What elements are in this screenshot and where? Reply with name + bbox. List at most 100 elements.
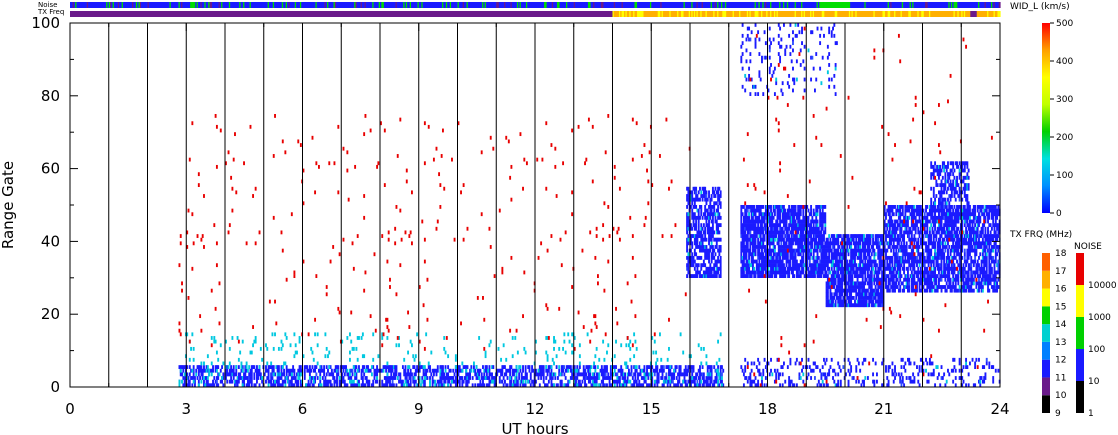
echo-cell: [710, 255, 713, 260]
echo-cell: [594, 365, 597, 369]
echo-cell: [682, 372, 685, 377]
echo-cell: [759, 234, 762, 238]
echo-cell: [777, 266, 780, 271]
noise-cell: [876, 2, 878, 8]
echo-cell: [807, 255, 810, 260]
echo-cell: [772, 266, 775, 271]
echo-cell: [423, 383, 426, 388]
echo-cell: [305, 383, 307, 388]
echo-cell: [361, 354, 364, 359]
noise-cell: [361, 2, 364, 8]
echo-cell: [784, 208, 787, 213]
echo-cell: [798, 205, 801, 209]
echo-cell: [271, 376, 274, 380]
echo-cell: [788, 245, 791, 249]
echo-cell: [779, 205, 782, 209]
echo-cell: [696, 194, 699, 198]
echo-cell: [237, 357, 240, 362]
echo-cell: [699, 186, 701, 191]
echo-cell: [717, 223, 720, 228]
echo-cell: [630, 365, 633, 369]
tx-freq-cell: [275, 11, 278, 17]
echo-cell: [391, 379, 394, 384]
echo-cell: [328, 350, 331, 355]
echo-cell: [783, 223, 785, 228]
echo-cell: [594, 321, 597, 326]
echo-cell: [772, 241, 775, 246]
echo-cell: [394, 241, 397, 246]
echo-cell: [802, 245, 805, 249]
echo-cell: [613, 379, 616, 384]
tx-freq-cell: [699, 11, 701, 17]
tx-freq-cell: [498, 11, 501, 17]
echo-cell: [342, 379, 345, 384]
echo-cell: [797, 241, 800, 246]
echo-cell: [762, 226, 765, 231]
echo-cell: [461, 368, 464, 373]
tx-freq-cell: [165, 11, 168, 17]
echo-cell: [500, 357, 503, 362]
echo-cell: [697, 368, 700, 373]
echo-cell: [780, 226, 783, 231]
tx-freq-cell: [404, 11, 407, 17]
echo-cell: [786, 245, 789, 249]
echo-cell: [489, 135, 492, 140]
echo-cell: [535, 339, 537, 344]
echo-cell: [715, 259, 718, 264]
echo-cell: [771, 259, 774, 264]
noise-cell: [811, 2, 814, 8]
echo-cell: [482, 383, 484, 388]
tx-freq-cell: [364, 11, 367, 17]
echo-cell: [358, 368, 360, 373]
noise-cell: [954, 2, 957, 8]
tx-freq-cell: [900, 11, 903, 17]
echo-cell: [405, 168, 408, 173]
echo-cell: [573, 372, 576, 377]
tx-freq-cell: [214, 11, 217, 17]
echo-cell: [346, 168, 349, 173]
noise-cell: [262, 2, 265, 8]
echo-cell: [780, 208, 783, 213]
echo-cell: [713, 237, 716, 242]
tx-freq-cell: [540, 11, 543, 17]
echo-cell: [693, 190, 696, 195]
echo-cell: [413, 376, 416, 380]
tx-freq-cell: [688, 11, 691, 17]
echo-cell: [231, 372, 234, 377]
echo-cell: [659, 332, 661, 337]
echo-cell: [810, 248, 813, 253]
noise-cell: [640, 2, 643, 8]
echo-cell: [230, 379, 233, 384]
echo-cell: [475, 376, 478, 380]
tx-freq-cell: [219, 11, 222, 17]
noise-cell: [661, 2, 664, 8]
tx-freq-cell: [444, 11, 447, 17]
echo-cell: [412, 376, 415, 380]
echo-cell: [719, 248, 722, 253]
tx-freq-cell: [79, 11, 81, 17]
echo-cell: [285, 277, 288, 282]
echo-cell: [784, 248, 787, 253]
noise-cell: [465, 2, 468, 8]
echo-cell: [815, 234, 818, 238]
echo-cell: [426, 376, 429, 380]
echo-cell: [551, 372, 554, 377]
echo-cell: [770, 205, 772, 209]
echo-cell: [448, 379, 451, 384]
noise-cell: [168, 2, 171, 8]
tx-freq-cell: [265, 11, 267, 17]
echo-cell: [509, 383, 512, 388]
echo-cell: [497, 368, 500, 373]
echo-cell: [564, 376, 567, 380]
noise-cell: [590, 2, 593, 8]
echo-cell: [715, 219, 718, 224]
echo-cell: [700, 223, 703, 228]
tx-freq-cell: [834, 11, 837, 17]
noise-cell: [256, 2, 258, 8]
echo-cell: [684, 383, 687, 388]
noise-cell: [142, 2, 145, 8]
echo-cell: [768, 263, 771, 268]
tx-freq-cell: [798, 11, 801, 17]
echo-cell: [500, 379, 503, 384]
echo-cell: [458, 368, 461, 373]
